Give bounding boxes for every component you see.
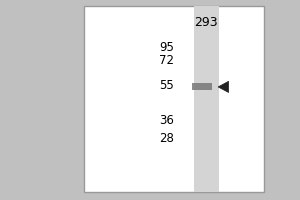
Text: 28: 28	[159, 132, 174, 145]
Text: 293: 293	[195, 16, 218, 29]
Bar	[194, 6, 219, 192]
Text: 36: 36	[159, 114, 174, 127]
Text: 72: 72	[159, 54, 174, 67]
Bar	[84, 6, 264, 192]
Text: 55: 55	[159, 79, 174, 92]
Bar	[192, 83, 212, 90]
Polygon shape	[218, 81, 229, 93]
Text: 95: 95	[159, 41, 174, 54]
